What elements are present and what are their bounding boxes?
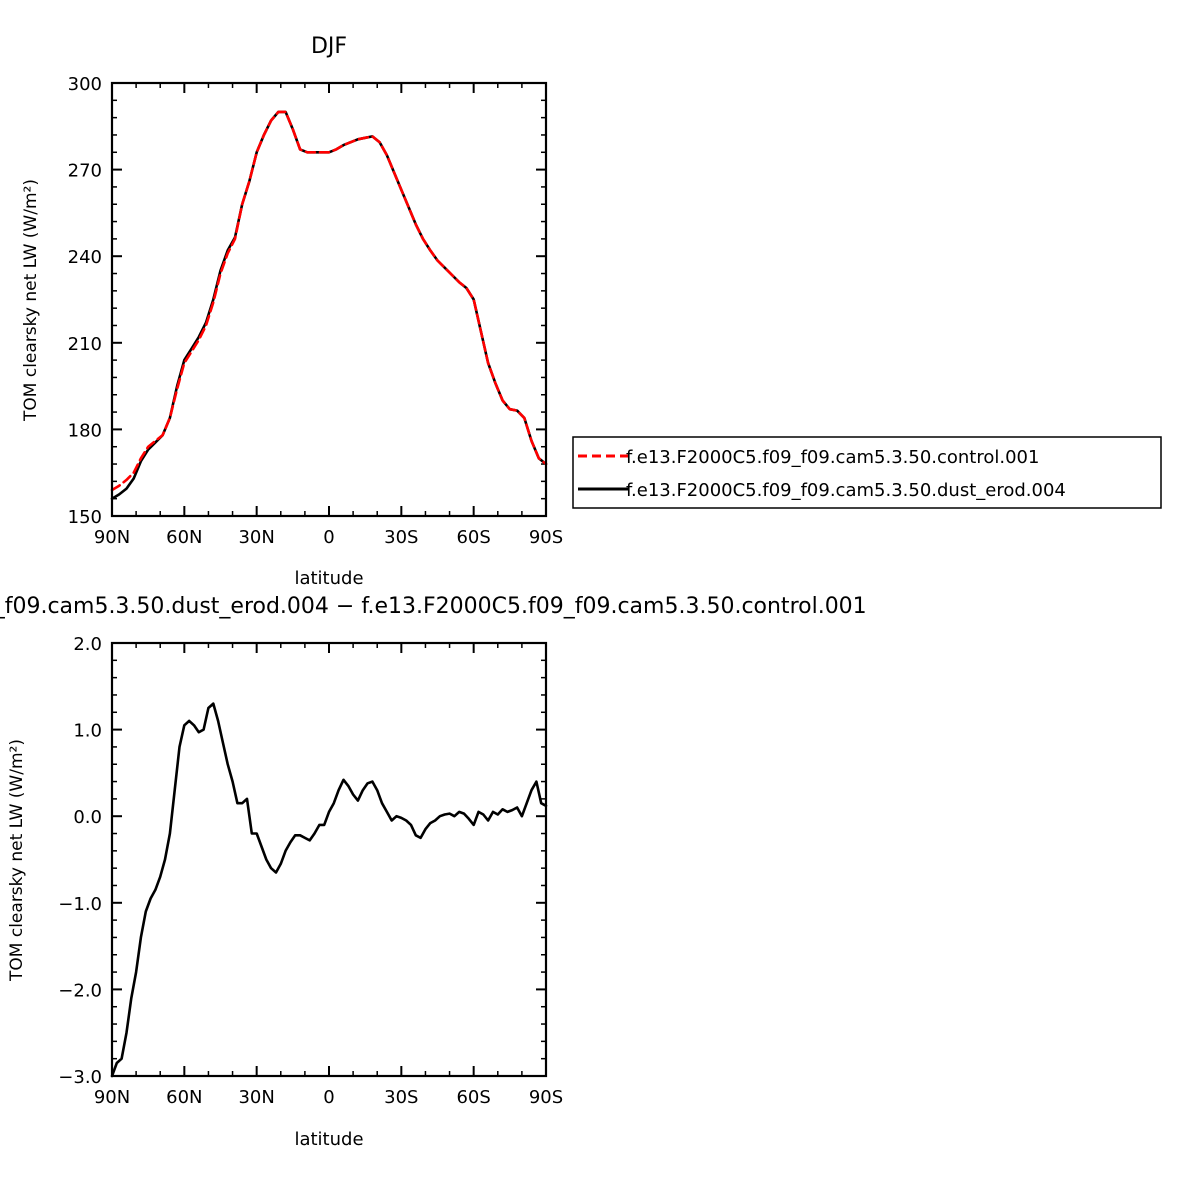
bottom-x-tick-label: 60N [166, 1087, 202, 1108]
legend-entry-dust-erod: f.e13.F2000C5.f09_f09.cam5.3.50.dust_ero… [626, 480, 1066, 501]
bottom-y-axis-label: TOM clearsky net LW (W/m²) [7, 739, 27, 982]
top-y-tick-label: 240 [68, 247, 102, 268]
bottom-plot-frame [110, 641, 548, 1078]
bottom-x-tick-label: 90N [94, 1087, 130, 1108]
top-x-tick-label: 60S [456, 527, 490, 548]
top-chart-title: DJF [311, 34, 347, 59]
top-panel: DJF TOM clearsky net LW (W/m²) latitude … [21, 34, 563, 589]
top-x-tick-label: 0 [323, 527, 334, 548]
legend: f.e13.F2000C5.f09_f09.cam5.3.50.control.… [572, 436, 1162, 509]
bottom-x-tick-label: 90S [529, 1087, 563, 1108]
top-y-tick-label: 300 [68, 74, 102, 95]
bottom-x-tick-label: 30S [384, 1087, 418, 1108]
top-series-lines [110, 110, 548, 501]
top-y-axis-label: TOM clearsky net LW (W/m²) [21, 179, 41, 422]
top-x-tick-label: 30N [238, 527, 274, 548]
top-y-tick-label: 270 [68, 161, 102, 182]
legend-box [572, 436, 1162, 509]
top-series-line-control [110, 110, 548, 492]
top-x-tick-label: 30S [384, 527, 418, 548]
bottom-x-tick-label: 0 [323, 1087, 334, 1108]
top-y-tick-label: 180 [68, 420, 102, 441]
bottom-axis-ticks [111, 642, 547, 1077]
bottom-y-tick-label: −3.0 [58, 1067, 102, 1088]
bottom-panel: f.e13.F2000C5.f09_f09.cam5.3.50.dust_ero… [0, 594, 867, 1150]
bottom-chart-title: f.e13.F2000C5.f09_f09.cam5.3.50.dust_ero… [0, 594, 867, 619]
top-axis-ticks [111, 82, 547, 517]
bottom-tick-labels: 90N 60N 30N 0 30S 60S 90S −3.0 −2.0 −1.0 0.0 1.0 2.0 [58, 634, 563, 1108]
top-y-tick-label: 210 [68, 334, 102, 355]
bottom-x-axis-label: latitude [294, 1129, 363, 1150]
bottom-x-tick-label: 60S [456, 1087, 490, 1108]
top-x-tick-label: 90N [94, 527, 130, 548]
bottom-x-tick-label: 30N [238, 1087, 274, 1108]
top-plot-frame [110, 81, 548, 518]
bottom-y-tick-label: −1.0 [58, 894, 102, 915]
bottom-series-lines [110, 702, 548, 1078]
bottom-series-line-dust-erod [110, 702, 548, 1078]
top-y-tick-label: 150 [68, 507, 102, 528]
top-x-tick-label: 60N [166, 527, 202, 548]
bottom-y-tick-label: 1.0 [73, 721, 102, 742]
top-x-tick-label: 90S [529, 527, 563, 548]
top-x-axis-label: latitude [294, 568, 363, 589]
bottom-y-tick-label: 0.0 [73, 807, 102, 828]
bottom-y-tick-label: −2.0 [58, 980, 102, 1001]
bottom-y-tick-label: 2.0 [73, 634, 102, 655]
top-tick-labels: 90N 60N 30N 0 30S 60S 90S 150 180 210 240 270 300 [68, 74, 564, 548]
legend-entry-control: f.e13.F2000C5.f09_f09.cam5.3.50.control.… [626, 447, 1039, 468]
top-series-line-dust-erod [110, 110, 548, 501]
